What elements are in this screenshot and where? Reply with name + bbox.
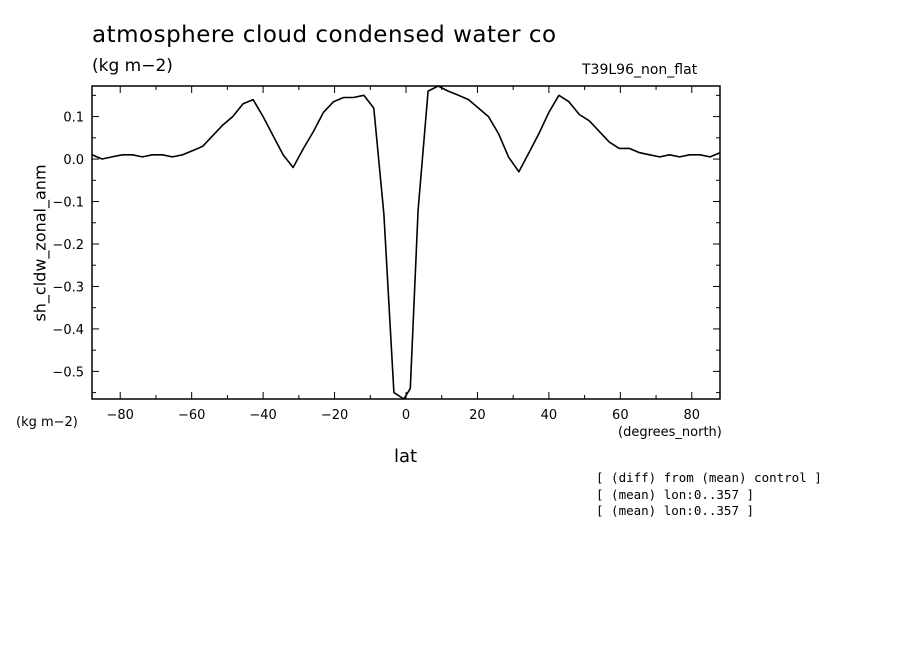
x-tick-label: −40 xyxy=(249,408,276,423)
y-axis-units: (kg m−2) xyxy=(16,415,78,430)
y-tick-label: −0.5 xyxy=(52,365,84,380)
x-axis-label: lat xyxy=(394,446,418,467)
x-tick-label: −60 xyxy=(178,408,205,423)
y-tick-label: −0.2 xyxy=(52,238,84,253)
x-tick-label: −20 xyxy=(321,408,348,423)
y-tick-label: 0.0 xyxy=(63,153,84,168)
annotation-mean-lon-2: [ (mean) lon:0..357 ] xyxy=(596,503,755,518)
chart-title: atmosphere cloud condensed water co xyxy=(92,22,557,48)
annotation-mean-lon: [ (mean) lon:0..357 ] xyxy=(596,487,755,502)
x-tick-label: 20 xyxy=(469,408,486,423)
x-tick-label: 60 xyxy=(612,408,629,423)
y-tick-label: −0.1 xyxy=(52,196,84,211)
y-tick-label: −0.3 xyxy=(52,280,84,295)
x-tick-label: 0 xyxy=(402,408,410,423)
series-line xyxy=(91,85,721,400)
x-tick-label: −80 xyxy=(107,408,134,423)
x-tick-label: 40 xyxy=(541,408,558,423)
run-label: T39L96_non_flat xyxy=(582,62,698,78)
annotation-diff: [ (diff) from (mean) control ] xyxy=(596,470,822,485)
x-axis-units: (degrees_north) xyxy=(618,425,722,440)
plot-frame xyxy=(91,85,721,400)
chart-units: (kg m−2) xyxy=(92,56,173,76)
y-tick-label: −0.4 xyxy=(52,323,84,338)
x-tick-label: 80 xyxy=(684,408,701,423)
y-tick-label: 0.1 xyxy=(63,111,84,126)
